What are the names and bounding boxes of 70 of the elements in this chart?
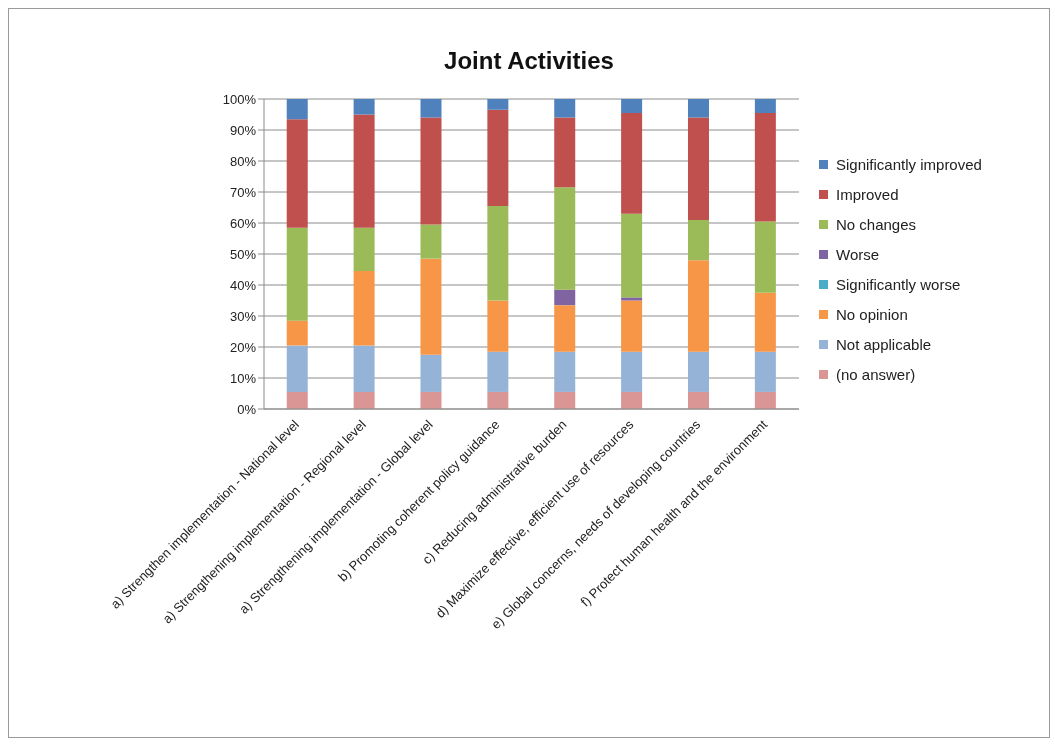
bar (487, 300, 509, 352)
y-tick-label: 10% (229, 370, 257, 386)
legend-label: Worse (836, 245, 880, 263)
bar (487, 99, 509, 110)
y-tick-label: 40% (229, 277, 257, 293)
bar (286, 99, 308, 120)
bar (286, 320, 308, 346)
legend-label: Significantly improved (836, 155, 982, 173)
bar (687, 260, 709, 352)
bar (554, 351, 576, 392)
bar (621, 213, 643, 298)
bar (754, 391, 776, 409)
bar (621, 297, 643, 301)
legend-label: Not applicable (836, 335, 932, 353)
y-tick-label: 80% (229, 153, 257, 169)
bar (621, 300, 643, 352)
bar (487, 205, 509, 301)
bar (420, 354, 442, 392)
bar (754, 221, 776, 293)
bar (687, 117, 709, 220)
bar (353, 271, 375, 346)
bar (754, 351, 776, 392)
bar (420, 224, 442, 259)
bar (286, 391, 308, 409)
legend-label: No changes (836, 215, 917, 233)
bar (554, 289, 576, 306)
chart-title: Joint Activities (443, 47, 615, 75)
bar (487, 351, 509, 392)
bar (554, 391, 576, 409)
legend-label: No opinion (836, 305, 908, 323)
bar (487, 391, 509, 409)
bar (554, 305, 576, 352)
bar (353, 227, 375, 272)
bar (420, 99, 442, 118)
y-tick-label: 30% (229, 308, 257, 324)
bar (286, 119, 308, 228)
y-tick-label: 70% (229, 184, 257, 200)
bar (420, 117, 442, 225)
bar (353, 391, 375, 409)
bar (687, 219, 709, 261)
bar (754, 112, 776, 222)
bar (353, 345, 375, 392)
bar (687, 351, 709, 392)
bar (621, 99, 643, 113)
y-tick-label: 20% (229, 339, 257, 355)
legend-label: (no answer) (836, 365, 916, 383)
legend-label: Improved (836, 185, 899, 203)
bar (554, 99, 576, 118)
bar (754, 99, 776, 113)
y-tick-label: 100% (222, 91, 257, 107)
bar (754, 292, 776, 352)
bar (554, 117, 576, 188)
bar (687, 99, 709, 118)
bar (353, 99, 375, 115)
legend-label: Significantly worse (836, 275, 961, 293)
bar (687, 391, 709, 409)
bar (286, 227, 308, 321)
bar (621, 391, 643, 409)
bar (554, 187, 576, 290)
bar (420, 258, 442, 355)
bar (420, 391, 442, 409)
y-tick-label: 0% (237, 401, 257, 417)
y-tick-label: 90% (229, 122, 257, 138)
bar (621, 351, 643, 392)
bar (353, 114, 375, 228)
y-tick-label: 50% (229, 246, 257, 262)
bar (621, 112, 643, 214)
bar (487, 109, 509, 206)
y-tick-label: 60% (229, 215, 257, 231)
bar (286, 345, 308, 392)
